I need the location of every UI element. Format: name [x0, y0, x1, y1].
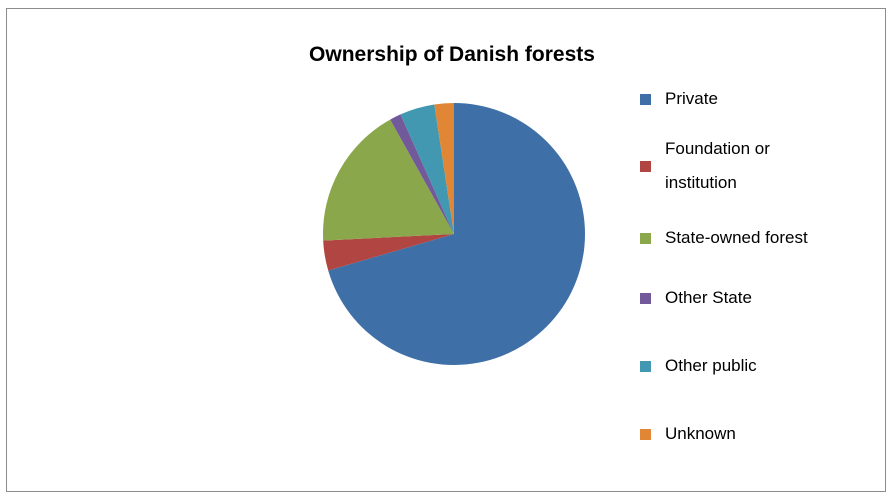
- pie-slice: [328, 103, 585, 365]
- legend-item: State-owned forest: [640, 221, 880, 255]
- legend-swatch: [640, 292, 651, 304]
- legend-item: Unknown: [640, 417, 880, 451]
- legend-label: Private: [665, 89, 718, 108]
- legend-swatch: [640, 93, 651, 105]
- legend-item: Other State: [640, 281, 880, 315]
- legend-label: Other State: [665, 288, 752, 307]
- legend-item: Other public: [640, 349, 880, 383]
- legend-swatch: [640, 360, 651, 372]
- pie-slice: [390, 114, 454, 234]
- chart-frame: [6, 8, 886, 492]
- legend-swatch: [640, 232, 651, 244]
- legend-item: Private: [640, 82, 880, 116]
- chart-title: Ownership of Danish forests: [309, 43, 595, 66]
- legend-label: Foundation or institution: [665, 139, 770, 192]
- legend-label: Unknown: [665, 424, 736, 443]
- legend-swatch: [640, 160, 651, 172]
- pie-slice: [323, 234, 454, 271]
- pie-slice: [400, 104, 454, 234]
- legend-label: Other public: [665, 356, 757, 375]
- legend-swatch: [640, 428, 651, 440]
- pie-slice: [434, 103, 454, 234]
- pie-slice: [323, 119, 454, 241]
- legend-label: State-owned forest: [665, 228, 808, 247]
- legend-item: Foundation or institution: [640, 132, 880, 200]
